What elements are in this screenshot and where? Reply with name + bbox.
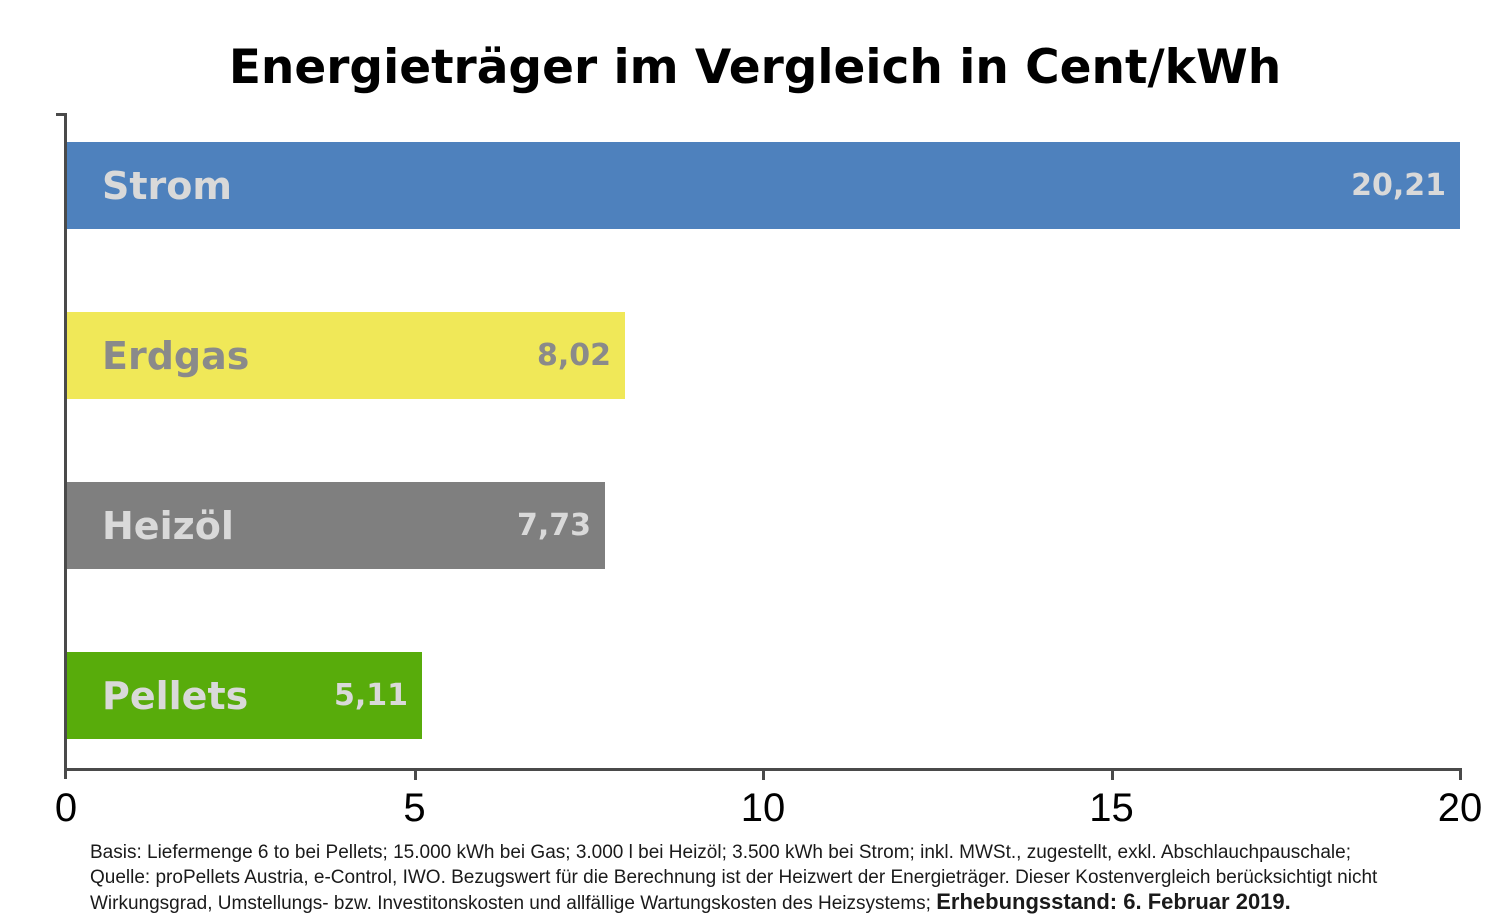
bar-value-label: 7,73 [516,508,591,543]
bar-value-label: 8,02 [536,338,611,373]
bar-category-label: Strom [102,163,232,208]
x-axis-tick-label-0: 0 [54,786,78,830]
bar-erdgas: Erdgas 8,02 [67,312,625,399]
x-axis-tick-labels: 0 5 10 15 20 [55,786,1482,836]
x-axis-tick-label-5: 5 [403,786,426,830]
x-axis-tick-15 [1110,768,1114,780]
x-axis-tick-label-20: 20 [1437,786,1483,830]
footnote-line-3-text: Wirkungsgrad, Umstellungs- bzw. Investit… [90,893,937,914]
footnote-line-2: Quelle: proPellets Austria, e-Control, I… [90,866,1378,888]
bar-category-label: Erdgas [102,333,250,378]
survey-date: Erhebungsstand: 6. Februar 2019. [936,889,1291,914]
x-axis-tick-5 [413,768,417,780]
bar-strom: Strom 20,21 [67,142,1460,229]
x-axis-tick-10 [762,768,765,780]
bar-value-label: 5,11 [333,678,408,713]
footnote-line-3: Wirkungsgrad, Umstellungs- bzw. Investit… [90,889,1500,917]
footnote: Basis: Liefermenge 6 to bei Pellets; 15.… [90,841,1500,917]
y-axis-line [64,113,67,779]
x-axis-tick-label-15: 15 [1089,786,1134,830]
y-axis-top-tick [56,113,64,116]
bar-category-label: Heizöl [102,503,234,548]
plot-area: Strom 20,21 Erdgas 8,02 Heizöl 7,73 Pellets 5,1… [56,113,1462,780]
chart-title: Energieträger im Vergleich in Cent/kWh [228,40,1282,95]
bar-category-label: Pellets [102,673,249,718]
footnote-line-1: Basis: Liefermenge 6 to bei Pellets; 15.… [90,842,1351,863]
bar-value-label: 20,21 [1351,168,1446,203]
bar-heizl: Heizöl 7,73 [67,482,605,569]
x-axis-tick-label-10: 10 [740,786,786,830]
bar-pellets: Pellets 5,11 [67,652,422,739]
x-axis-tick-20 [1459,768,1462,780]
